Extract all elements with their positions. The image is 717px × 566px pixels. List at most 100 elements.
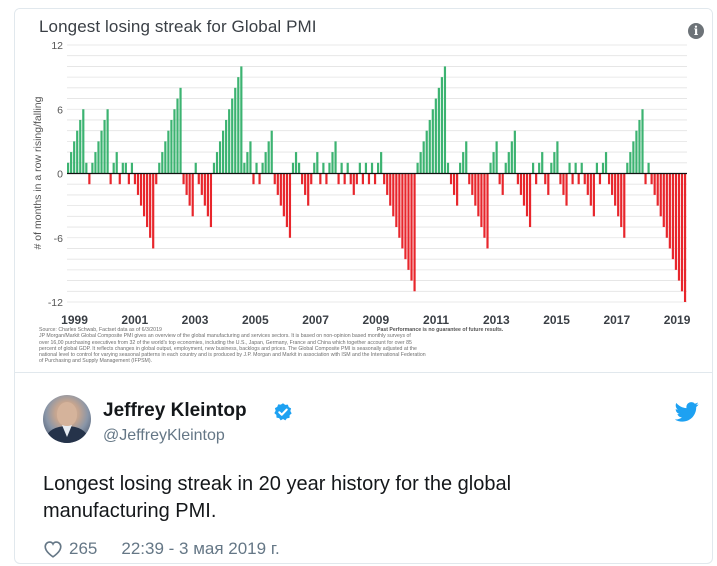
bar xyxy=(167,130,170,174)
bar xyxy=(264,152,267,174)
bar xyxy=(559,173,562,185)
chart-bars xyxy=(67,66,687,302)
bar xyxy=(164,141,167,174)
chart-title: Longest losing streak for Global PMI xyxy=(39,17,317,36)
bar xyxy=(501,173,504,195)
bar xyxy=(565,173,568,206)
avatar[interactable] xyxy=(43,395,91,443)
bar xyxy=(413,173,416,292)
bar xyxy=(401,173,404,249)
info-icon[interactable]: i xyxy=(688,23,704,39)
bar xyxy=(495,141,498,174)
bar xyxy=(571,173,574,185)
bar xyxy=(115,152,118,174)
timestamp[interactable]: 22:39 - 3 мая 2019 г. xyxy=(121,539,280,558)
bar xyxy=(392,173,395,217)
bar xyxy=(647,162,650,174)
heart-icon[interactable] xyxy=(43,540,63,558)
bar xyxy=(252,173,255,185)
bar xyxy=(410,173,413,281)
bar xyxy=(568,162,571,174)
bar xyxy=(294,152,298,174)
bar xyxy=(209,173,213,228)
pmi-bar-chart: 12 6 0 -6 -12 1999 2001 2003 2005 2007 2009 2011 20… xyxy=(32,40,691,327)
y-axis-ticks: 12 6 0 -6 -12 xyxy=(48,40,63,309)
bar xyxy=(82,109,85,174)
bar xyxy=(680,173,684,292)
bar xyxy=(486,173,489,249)
bar xyxy=(601,162,605,174)
bar xyxy=(547,173,550,195)
bar xyxy=(130,162,134,174)
source-text: Source: Charles Schwab, Factset data as … xyxy=(39,327,599,365)
bar xyxy=(504,162,507,174)
author-handle[interactable]: @JeffreyKleintop xyxy=(103,427,225,444)
twitter-bird-icon[interactable] xyxy=(675,401,699,423)
bar xyxy=(346,162,349,174)
bar xyxy=(118,173,121,185)
bar xyxy=(580,162,583,174)
bar xyxy=(337,173,340,185)
chart-grid xyxy=(67,44,687,303)
bar xyxy=(94,152,97,174)
x-tick-label: 2015 xyxy=(543,313,570,327)
x-tick-label: 2005 xyxy=(242,313,269,327)
bar xyxy=(492,152,495,174)
x-tick-label: 2017 xyxy=(603,313,630,327)
bar xyxy=(343,173,346,185)
bar xyxy=(142,173,146,217)
bar xyxy=(656,173,659,206)
bar xyxy=(449,173,453,185)
bar xyxy=(188,173,191,206)
bar xyxy=(215,152,219,174)
tweet-card: Longest losing streak for Global PMI i 1… xyxy=(14,8,713,564)
bar xyxy=(270,130,273,174)
bar xyxy=(367,173,371,185)
bar xyxy=(155,173,158,185)
bar xyxy=(173,109,176,174)
bar xyxy=(255,162,258,174)
bar xyxy=(73,141,76,174)
bar xyxy=(182,173,185,185)
bar xyxy=(179,87,182,174)
bar xyxy=(553,152,556,174)
bar xyxy=(185,173,188,195)
bar xyxy=(88,173,91,185)
bar xyxy=(161,152,164,174)
bar xyxy=(589,173,592,206)
chart-image[interactable]: Longest losing streak for Global PMI i 1… xyxy=(15,9,712,372)
bar xyxy=(136,173,140,195)
bar xyxy=(249,141,252,174)
x-tick-label: 1999 xyxy=(61,313,88,327)
author-name[interactable]: Jeffrey Kleintop xyxy=(103,400,247,421)
bar xyxy=(525,173,529,217)
bar xyxy=(483,173,486,238)
bar xyxy=(340,162,343,174)
bar xyxy=(291,162,295,174)
x-tick-label: 2009 xyxy=(362,313,389,327)
bar xyxy=(121,162,124,174)
bar xyxy=(550,162,553,174)
bar xyxy=(103,119,106,174)
bar xyxy=(635,130,638,174)
bar xyxy=(218,141,222,174)
y-tick-label: -12 xyxy=(48,297,63,309)
disclaimer: Past Performance is no guarantee of futu… xyxy=(377,327,504,333)
bar xyxy=(212,162,216,174)
bar xyxy=(313,162,316,174)
bar xyxy=(203,173,206,206)
source-line: JP Morgan/Markit Global Composite PMI gi… xyxy=(39,333,411,340)
bar xyxy=(310,173,313,185)
bar xyxy=(106,109,109,174)
bar xyxy=(279,173,282,206)
bar xyxy=(611,173,614,195)
bar xyxy=(638,119,641,174)
bar xyxy=(443,66,447,174)
bar xyxy=(465,141,468,174)
bar xyxy=(364,162,368,174)
bar xyxy=(626,162,629,174)
bar xyxy=(674,173,678,270)
bar xyxy=(498,173,501,185)
like-count[interactable]: 265 xyxy=(69,539,98,558)
y-tick-label: -6 xyxy=(54,233,63,245)
